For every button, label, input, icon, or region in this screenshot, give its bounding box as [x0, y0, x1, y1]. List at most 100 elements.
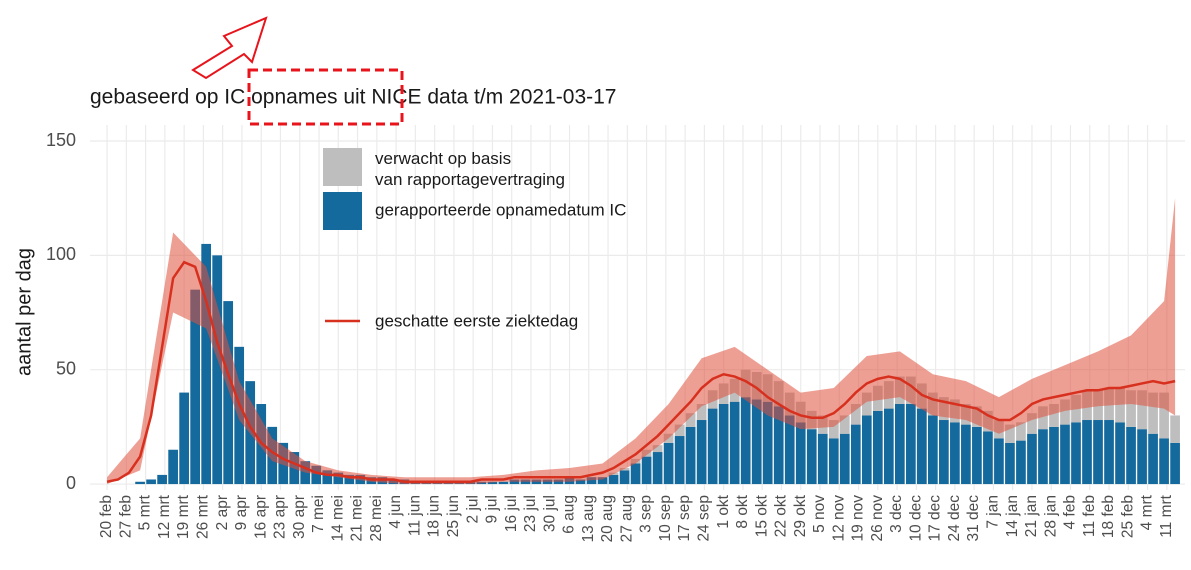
line: [106, 260, 1176, 484]
x-tick-label: 29 okt: [792, 494, 809, 537]
bar: [1159, 438, 1169, 485]
bar: [575, 479, 586, 485]
bar: [146, 479, 156, 485]
bar: [1060, 424, 1070, 485]
bar: [652, 445, 663, 453]
x-tick-label: 21 mei: [349, 495, 366, 542]
y-tick-label: 50: [56, 358, 76, 378]
bar: [1071, 422, 1081, 485]
bar: [157, 474, 167, 485]
bar: [1093, 420, 1103, 485]
bar: [972, 426, 982, 485]
x-tick-label: 10 dec: [907, 495, 924, 542]
bar: [1005, 442, 1015, 485]
bar: [928, 415, 938, 485]
legend-swatch: [323, 148, 362, 186]
bar: [983, 431, 993, 485]
arrow: [191, 16, 268, 80]
bar: [950, 422, 960, 485]
highlight-box: [247, 68, 404, 126]
x-tick-label: 25 feb: [1119, 495, 1136, 538]
bar: [795, 422, 806, 485]
x-tick-label: 4 mrt: [1139, 494, 1156, 530]
x-tick-label: 20 feb: [98, 495, 115, 538]
x-tick-label: 7 jan: [985, 495, 1002, 529]
x-tick-label: 4 jun: [387, 495, 404, 529]
x-tick-label: 30 jul: [541, 495, 558, 532]
bar: [223, 301, 234, 485]
bar: [1027, 413, 1037, 434]
bar: [939, 420, 949, 485]
bar: [597, 477, 608, 485]
bar: [168, 449, 178, 485]
bar: [498, 481, 509, 485]
x-tick-label: 14 jan: [1004, 495, 1021, 537]
bar: [751, 399, 762, 485]
bar: [828, 420, 839, 439]
bar: [1137, 429, 1147, 485]
x-tick-label: 14 mei: [329, 495, 346, 542]
bar: [905, 404, 916, 485]
bar: [333, 472, 344, 485]
x-tick-label: 17 dec: [927, 495, 944, 542]
bar: [641, 456, 652, 485]
bar: [729, 401, 740, 485]
x-tick-label: 27 aug: [618, 495, 635, 542]
x-tick-label: 1 okt: [715, 494, 732, 528]
bar: [135, 481, 145, 485]
legend: verwacht op basis van rapportagevertragin…: [323, 148, 626, 330]
bar: [1016, 422, 1026, 441]
bar: [817, 433, 828, 485]
bar: [179, 392, 189, 485]
x-tick-label: 5 nov: [811, 495, 828, 533]
x-tick-label: 15 okt: [753, 494, 770, 537]
bar: [994, 438, 1004, 485]
x-tick-label: 16 apr: [252, 495, 269, 539]
bars: [135, 243, 1180, 485]
y-tick-label: 0: [66, 473, 76, 493]
x-tick-label: 25 jun: [445, 495, 462, 537]
bar: [212, 255, 223, 485]
bar: [1126, 426, 1136, 485]
y-tick-label: 150: [46, 130, 76, 150]
bar: [1082, 420, 1092, 485]
x-tick-label: 31 dec: [965, 495, 982, 542]
x-tick-label: 19 mrt: [175, 494, 192, 539]
x-tick-label: 10 sep: [657, 495, 674, 542]
bar: [1148, 433, 1158, 485]
bar: [1104, 420, 1114, 485]
bar: [1005, 424, 1015, 443]
x-tick-label: 26 mrt: [195, 494, 212, 539]
bar: [828, 438, 839, 485]
bar: [608, 474, 619, 485]
bar: [630, 463, 641, 485]
bar: [1148, 392, 1158, 434]
x-tick-label: 30 apr: [291, 495, 308, 539]
bar: [663, 442, 674, 485]
bar: [850, 424, 861, 485]
bar: [740, 397, 751, 485]
bar: [762, 401, 773, 485]
x-tick-label: 24 sep: [695, 495, 712, 542]
bar: [201, 243, 212, 485]
bar: [707, 408, 718, 485]
bar: [586, 477, 597, 485]
bar: [773, 406, 784, 485]
x-tick-label: 8 okt: [734, 494, 751, 528]
bar: [839, 415, 850, 434]
x-tick-label: 7 mei: [310, 495, 327, 533]
bar: [1060, 399, 1070, 425]
x-tick-label: 17 sep: [676, 495, 693, 542]
bar: [1170, 415, 1180, 443]
bar: [861, 392, 872, 416]
bar: [917, 408, 927, 485]
x-tick-label: 21 jan: [1023, 495, 1040, 537]
x-tick-label: 2 apr: [214, 495, 231, 530]
x-tick-label: 18 jun: [426, 495, 443, 537]
x-tick-label: 4 feb: [1062, 495, 1079, 529]
x-tick-label: 23 apr: [272, 495, 289, 539]
x-tick-label: 9 jul: [484, 495, 501, 523]
bar: [1170, 442, 1180, 485]
bar: [850, 404, 861, 425]
